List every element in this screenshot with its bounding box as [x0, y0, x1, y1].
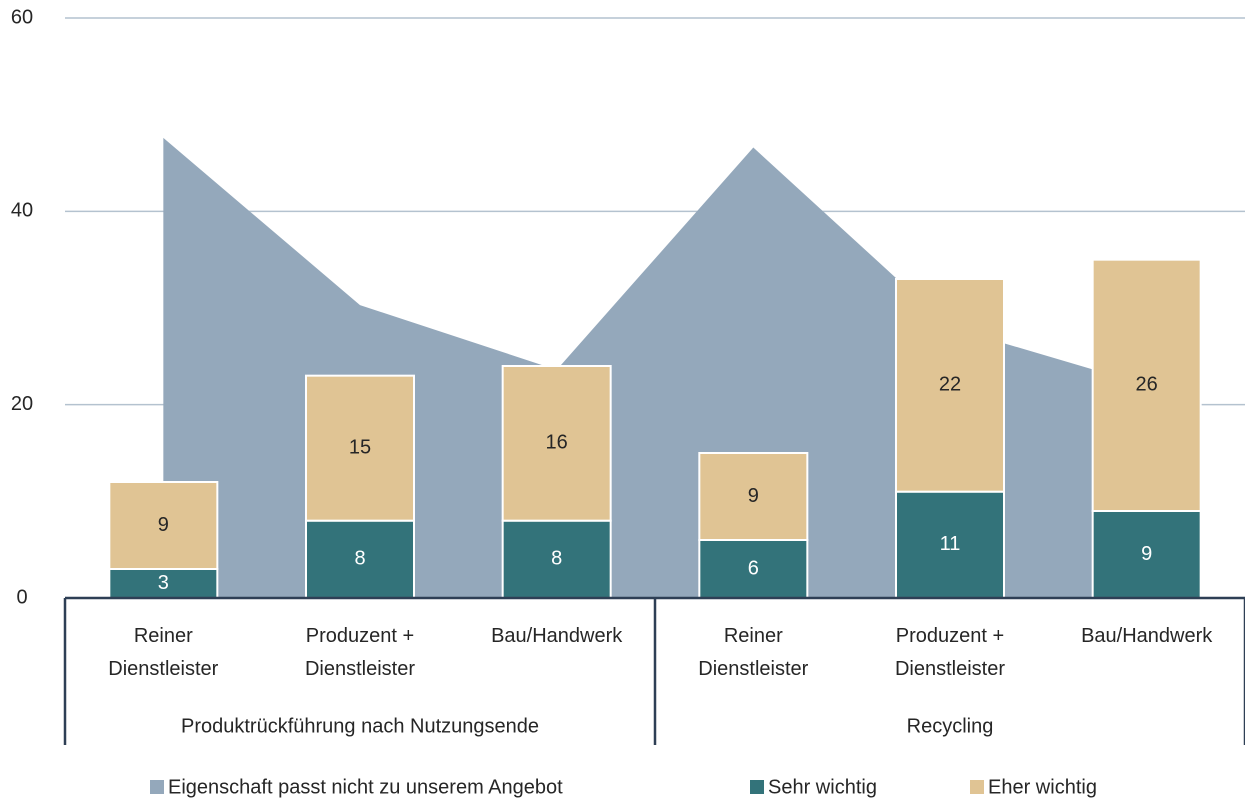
bar: [108, 568, 219, 599]
bar: [895, 278, 1005, 493]
legend-swatch: [150, 780, 164, 794]
x-tick-label: Bau/Handwerk: [491, 625, 623, 647]
bar: [305, 374, 415, 522]
legend-label: Eher wichtig: [988, 776, 1097, 798]
bar: [501, 365, 612, 522]
data-label: 8: [551, 548, 562, 570]
legend-label: Eigenschaft passt nicht zu unserem Angeb…: [168, 776, 563, 798]
data-label: 8: [354, 548, 365, 570]
bar: [698, 452, 809, 541]
bar: [1091, 258, 1202, 512]
y-tick-label: 60: [11, 6, 33, 28]
data-label: 6: [748, 557, 759, 579]
x-tick-label: Reiner Dienstleister: [698, 625, 808, 680]
y-tick-label: 20: [11, 393, 33, 415]
data-label: 11: [940, 533, 961, 555]
data-label: 9: [748, 485, 759, 507]
bar: [108, 481, 219, 570]
data-label: 16: [546, 432, 568, 454]
x-tick-label: Bau/Handwerk: [1081, 625, 1213, 647]
x-tick-label: Produzent + Dienstleister: [895, 625, 1005, 680]
data-label: 9: [1141, 543, 1152, 565]
legend-swatch: [750, 780, 764, 794]
data-label: 15: [349, 436, 371, 458]
group-label: Produktrückführung nach Nutzungsende: [181, 715, 539, 737]
x-tick-label: Reiner Dienstleister: [108, 625, 218, 680]
legend-swatch: [970, 780, 984, 794]
data-label: 26: [1136, 374, 1158, 396]
x-tick-label: Produzent + Dienstleister: [305, 625, 415, 680]
legend-label: Sehr wichtig: [768, 776, 877, 798]
data-label: 22: [939, 374, 961, 396]
group-label: Recycling: [907, 715, 994, 737]
data-label: 9: [158, 514, 169, 536]
y-tick-label: 40: [11, 200, 33, 222]
data-label: 3: [158, 572, 169, 594]
y-tick-label: 0: [16, 586, 27, 608]
